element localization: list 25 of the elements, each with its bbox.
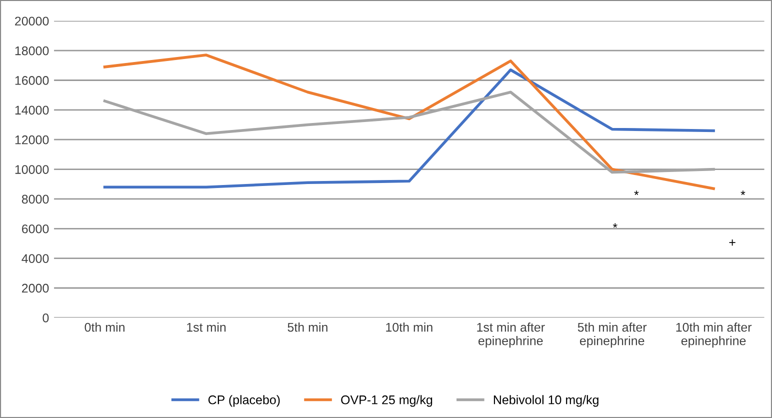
y-tick-label: 2000 [22, 284, 49, 293]
x-tick-label: 5th min [288, 322, 328, 332]
y-tick-label: 18000 [15, 46, 49, 56]
x-tick-label: 1st min [187, 322, 226, 332]
legend-label: OVP-1 25 mg/kg [341, 395, 432, 407]
y-tick-label: 8000 [22, 194, 49, 204]
y-tick-label: 10000 [15, 165, 49, 174]
x-tick-label: 10th min [386, 322, 432, 332]
y-tick-label: 16000 [15, 76, 49, 85]
annotation: * [740, 190, 746, 196]
legend-label: CP (placebo) [208, 395, 280, 407]
y-tick-label: 6000 [22, 224, 49, 234]
x-tick-label: 1st min after epinephrine [477, 322, 545, 348]
legend-label: Nebivolol 10 mg/kg [494, 395, 598, 407]
y-tick-label: 0 [42, 313, 49, 322]
annotation: + [729, 240, 736, 246]
annotation: * [634, 190, 639, 196]
x-tick-label: 5th min after epinephrine [578, 322, 647, 348]
y-tick-label: 14000 [15, 106, 49, 115]
annotation: * [612, 223, 618, 228]
x-tick-label: 10th min after epinephrine [676, 322, 752, 348]
y-tick-label: 4000 [22, 254, 49, 263]
y-tick-label: 12000 [15, 135, 49, 144]
x-tick-label: 0th min [84, 322, 124, 332]
y-tick-label: 20000 [15, 16, 49, 26]
